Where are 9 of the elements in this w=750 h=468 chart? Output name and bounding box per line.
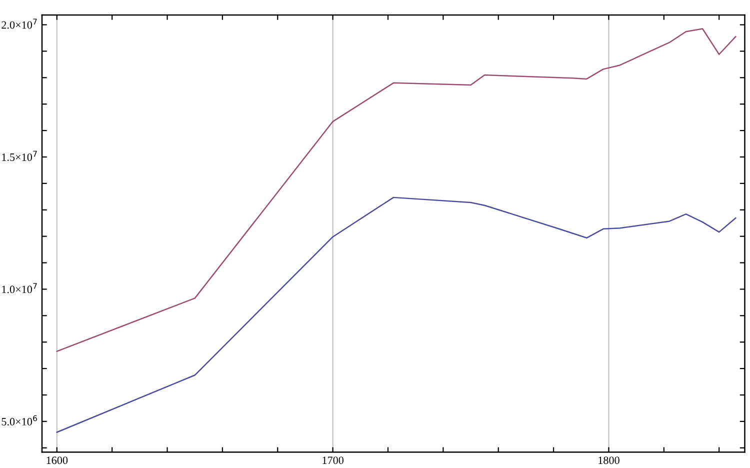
line-series <box>56 196 736 433</box>
x-tick-label: 1600 <box>46 456 68 464</box>
y-tick-label: 5.0×10$^{6}$ <box>2 415 37 426</box>
y-tick-label: 1.0×10$^{7}$ <box>2 283 37 294</box>
y-tick-label: 1.5×10$^{7}$ <box>2 150 37 161</box>
line-series <box>56 28 736 352</box>
y-tick-label: 2.0×10$^{7}$ <box>2 18 37 29</box>
x-tick-label: 1800 <box>598 456 620 464</box>
x-tick-label: 1700 <box>322 456 344 464</box>
